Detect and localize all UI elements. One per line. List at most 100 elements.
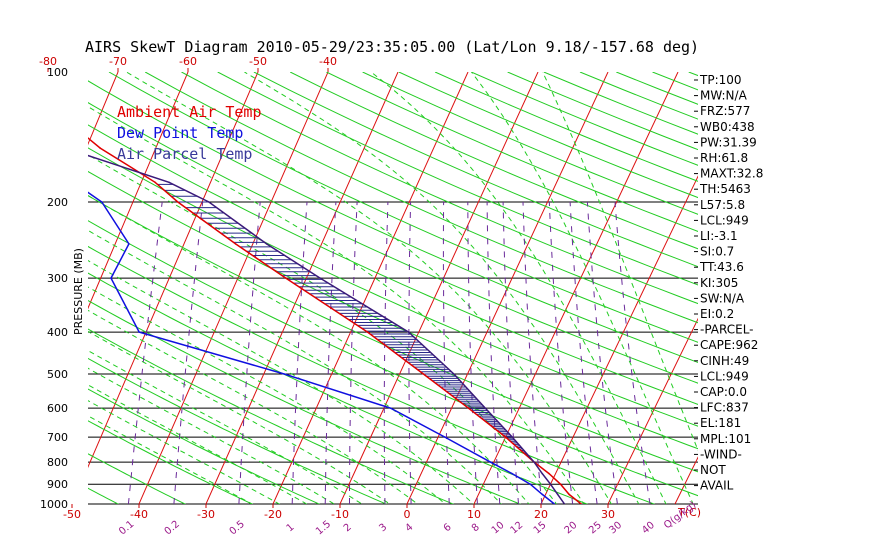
- isotherm-line: [742, 72, 870, 504]
- mixing-ratio-line: [442, 201, 450, 504]
- bottom-temperature-ticks: -50 -40 -30 -20 -10 0 10 20 30: [63, 504, 615, 521]
- index-item: WB0:438: [700, 120, 755, 134]
- dry-adiabat-line: [88, 147, 698, 427]
- top-tick-label: -70: [109, 55, 127, 68]
- mixing-ratio-line: [408, 201, 412, 504]
- data-point: [389, 407, 392, 410]
- pressure-tick-label: 200: [47, 196, 68, 209]
- dry-adiabat-line: [181, 72, 698, 305]
- data-point: [504, 436, 507, 438]
- mixing-ratio-label: 30: [607, 520, 624, 537]
- pressure-tick-label: 600: [47, 402, 68, 415]
- bottom-tick-label: 0: [404, 508, 411, 521]
- moist-adiabat-line: [88, 350, 363, 504]
- profile-series: [58, 113, 582, 504]
- data-point: [366, 331, 369, 333]
- pressure-tick-label: 300: [47, 272, 68, 285]
- pressure-tick-labels: 100 200 300 400 500 600 700 800 900 1000: [40, 66, 68, 511]
- moist-adiabat-line: [88, 154, 558, 504]
- mixing-ratio-line: [586, 201, 618, 504]
- data-point: [58, 113, 60, 115]
- data-point: [568, 493, 570, 496]
- data-point: [138, 331, 140, 333]
- mixing-ratio-line: [614, 201, 651, 504]
- bottom-tick-label: -40: [130, 508, 148, 521]
- data-point: [553, 503, 556, 504]
- dry-adiabat-line: [362, 72, 698, 215]
- dry-adiabat-line: [88, 124, 698, 405]
- mixing-ratio-label: 4: [404, 522, 416, 535]
- data-point: [580, 503, 582, 504]
- moist-adiabat-line: [471, 72, 694, 504]
- index-item: TT:43.6: [699, 260, 744, 274]
- dry-adiabat-line: [326, 72, 698, 232]
- data-point: [467, 407, 470, 410]
- data-point: [128, 243, 130, 245]
- pressure-tick-label: 800: [47, 456, 68, 469]
- mixing-ratio-label: 8: [470, 522, 482, 535]
- dry-adiabat-line: [88, 328, 455, 504]
- pressure-tick-label: 700: [47, 431, 68, 444]
- dry-adiabat-line: [88, 272, 589, 504]
- dry-adiabat-line: [471, 72, 698, 166]
- mixing-ratio-labels: 0.1 0.2 0.5 1 1.5 2 3 4 6 8 10 12 15 20 25 30 40: [117, 519, 657, 538]
- data-point: [548, 472, 550, 475]
- data-point: [556, 493, 559, 496]
- pressure-tick-label: 400: [47, 326, 68, 339]
- index-item: NOT: [700, 463, 726, 477]
- data-point: [559, 483, 562, 486]
- legend: Ambient Air Temp Dew Point Temp Air Parc…: [117, 103, 262, 163]
- mixing-ratio-label: 0.1: [117, 519, 136, 538]
- index-item: LCL:949: [700, 213, 749, 227]
- index-item: -WIND-: [700, 447, 742, 461]
- moist-adiabat-line: [88, 106, 585, 504]
- data-point: [484, 407, 487, 410]
- mixing-ratio-label: 1.5: [314, 519, 333, 538]
- index-item: TH:5463: [699, 182, 751, 196]
- data-point: [265, 243, 268, 245]
- mixing-ratio-label: 3: [377, 522, 389, 535]
- data-point: [65, 147, 67, 149]
- mixing-ratio-label: 2: [342, 522, 354, 535]
- bottom-tick-label: 30: [601, 508, 615, 521]
- data-point: [283, 373, 286, 375]
- x-axis-label: T(C): [677, 506, 701, 519]
- mixing-ratio-label: 25: [587, 520, 604, 537]
- index-item: CAPE:962: [700, 338, 758, 352]
- moist-adiabat-line: [88, 384, 308, 504]
- moist-adiabat-line: [88, 194, 530, 504]
- air-parcel-temp-line: [88, 154, 566, 504]
- mixing-ratio-line: [502, 201, 519, 504]
- data-point: [177, 201, 179, 203]
- moist-adiabat-line: [88, 259, 475, 504]
- bottom-tick-label: -30: [197, 508, 215, 521]
- mixing-ratio-line: [238, 201, 261, 504]
- moist-adiabat-line: [88, 309, 419, 504]
- mixing-ratio-label: 12: [508, 520, 525, 537]
- pressure-tick-label: 100: [47, 66, 68, 79]
- index-item: RH:61.8: [700, 151, 748, 165]
- mixing-ratio-line: [569, 201, 598, 504]
- index-item: FRZ:577: [700, 104, 750, 118]
- index-item: MW:N/A: [700, 89, 748, 103]
- dry-adiabat-line: [88, 220, 698, 497]
- dry-adiabat-line: [88, 170, 698, 450]
- mixing-ratio-line: [522, 201, 543, 504]
- index-item: L57:5.8: [700, 198, 745, 212]
- data-point: [407, 331, 410, 333]
- moist-adiabat-line: [88, 286, 447, 504]
- mixing-ratio-line: [383, 201, 389, 504]
- mixing-ratio-line: [173, 201, 204, 504]
- pressure-tick-label: 900: [47, 478, 68, 491]
- data-point: [234, 243, 237, 245]
- isotherm-line: [406, 72, 609, 504]
- top-tick-label: -50: [249, 55, 267, 68]
- mixing-ratio-line: [127, 201, 163, 504]
- dry-adiabat-line: [88, 388, 321, 504]
- cape-hatching: [157, 183, 527, 454]
- dry-adiabat-line: [88, 102, 698, 384]
- mixing-ratio-line: [467, 201, 478, 504]
- data-point: [489, 461, 492, 463]
- isotherm-line: [540, 175, 698, 504]
